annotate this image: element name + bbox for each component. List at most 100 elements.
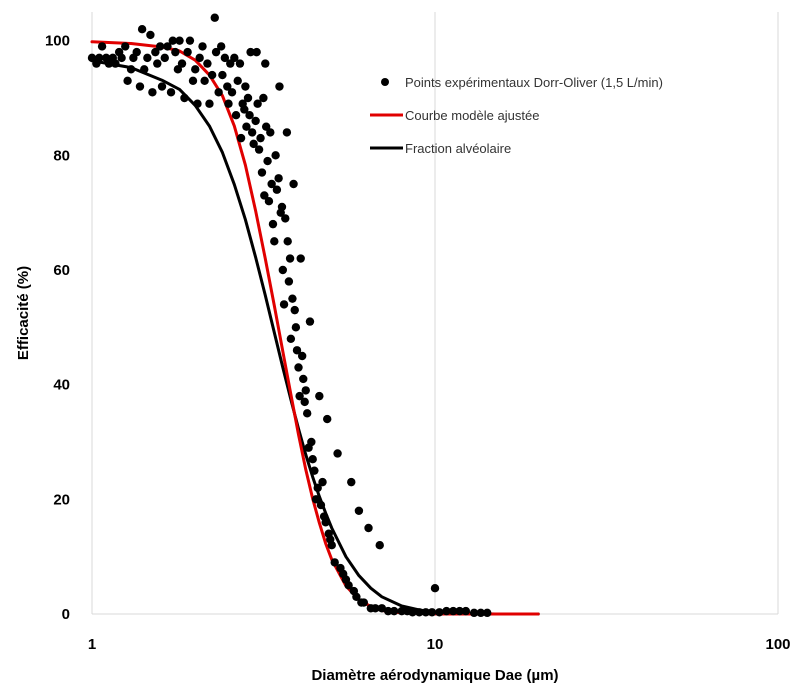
data-point: [146, 30, 155, 40]
data-point: [308, 455, 317, 464]
data-point: [214, 88, 223, 97]
data-point: [263, 156, 272, 166]
data-point: [301, 386, 310, 395]
data-point: [295, 391, 304, 401]
data-point: [223, 82, 232, 91]
data-point: [333, 449, 342, 458]
data-point: [371, 604, 380, 613]
data-point: [148, 88, 157, 97]
data-point: [277, 202, 287, 212]
data-point: [243, 93, 253, 103]
data-point: [95, 53, 104, 63]
data-point: [291, 323, 301, 332]
y-tick-label-40: 40: [53, 377, 70, 394]
data-point: [111, 59, 120, 68]
legend: Points expérimentaux Dorr-Oliver (1,5 L/…: [370, 75, 663, 156]
data-point: [288, 294, 297, 303]
data-point: [286, 334, 296, 343]
data-point: [203, 59, 212, 68]
data-point: [153, 59, 162, 68]
data-point: [327, 541, 336, 550]
data-point: [476, 608, 485, 618]
data-point: [180, 93, 189, 103]
data-point: [347, 477, 356, 487]
data-point: [257, 168, 267, 177]
x-tick-label-1: 1: [88, 636, 96, 653]
data-point: [227, 88, 237, 97]
grid: [91, 12, 779, 614]
x-tick-label-100: 100: [765, 636, 790, 653]
data-point: [310, 466, 319, 475]
data-point: [307, 437, 316, 447]
data-point: [224, 99, 233, 108]
data-point: [132, 47, 141, 57]
data-point: [469, 608, 479, 618]
data-point: [383, 606, 393, 616]
data-point: [193, 99, 202, 108]
data-point: [281, 214, 290, 223]
data-point: [157, 82, 167, 91]
legend-label-alveolar-fraction: Fraction alvéolaire: [405, 141, 511, 156]
data-point: [264, 197, 274, 206]
data-point: [271, 151, 280, 160]
data-point: [140, 65, 149, 74]
data-point: [299, 374, 308, 384]
data-point: [352, 592, 361, 601]
data-point: [218, 70, 227, 80]
data-point: [241, 82, 250, 91]
data-point: [210, 13, 219, 22]
data-point: [442, 606, 451, 616]
data-point: [231, 111, 241, 120]
data-point: [284, 277, 294, 286]
data-point: [236, 133, 246, 143]
data-point: [364, 523, 373, 533]
data-point: [260, 191, 269, 200]
data-point: [135, 82, 145, 91]
alveolar-fraction-line: [90, 59, 540, 616]
data-point: [323, 414, 332, 424]
data-point: [195, 53, 204, 63]
data-point: [216, 42, 226, 51]
fitted-curve-line: [90, 40, 540, 616]
data-point: [207, 70, 217, 80]
legend-marker-points: [381, 78, 389, 86]
data-point: [315, 391, 324, 401]
y-tick-label-60: 60: [53, 262, 70, 279]
data-point: [191, 65, 200, 74]
data-point: [354, 506, 364, 515]
data-point: [278, 265, 288, 275]
data-point: [377, 604, 387, 613]
data-point: [375, 541, 384, 550]
data-point: [359, 598, 368, 607]
data-point: [235, 59, 245, 68]
data-point: [254, 145, 264, 154]
data-point: [230, 53, 239, 63]
data-point: [163, 42, 172, 51]
y-tick-label-100: 100: [45, 33, 70, 50]
x-tick-label-10: 10: [427, 636, 444, 653]
legend-label-points: Points expérimentaux Dorr-Oliver (1,5 L/…: [405, 75, 663, 90]
data-point: [242, 122, 251, 131]
data-point: [251, 116, 260, 126]
data-point: [155, 42, 165, 51]
data-point: [205, 99, 214, 108]
data-point: [252, 47, 261, 57]
data-point: [330, 558, 339, 567]
data-point: [302, 409, 312, 418]
data-point: [267, 179, 276, 189]
data-point: [289, 179, 298, 189]
data-point: [318, 477, 327, 487]
data-point: [455, 606, 464, 616]
data-point: [268, 219, 278, 229]
data-point: [270, 237, 279, 246]
data-point: [292, 346, 302, 355]
data-point: [249, 139, 258, 149]
data-point: [245, 111, 254, 120]
y-tick-label-0: 0: [62, 606, 70, 623]
data-point: [300, 397, 309, 407]
data-point: [274, 174, 283, 183]
data-point: [283, 237, 292, 246]
data-point: [123, 76, 132, 86]
data-point: [171, 47, 180, 57]
